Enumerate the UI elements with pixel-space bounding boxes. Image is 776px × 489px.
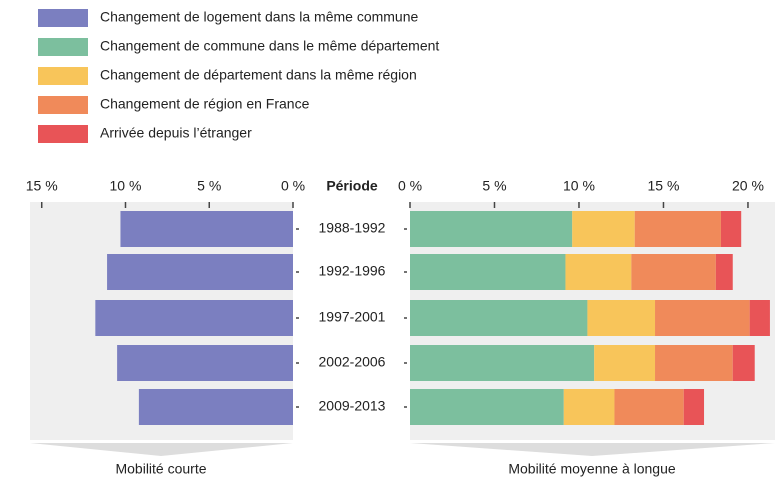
bar: [410, 300, 588, 336]
bar: [410, 211, 573, 247]
bar: [410, 254, 566, 290]
x-tick-label: 20 %: [732, 178, 764, 194]
bar: [565, 254, 632, 290]
y-tick-label: 2009-2013: [319, 398, 386, 414]
x-tick-label: 15 %: [648, 178, 680, 194]
bar: [410, 389, 564, 425]
bar: [683, 389, 705, 425]
bar: [120, 211, 294, 247]
period-header: Période: [326, 178, 378, 194]
legend-swatch: [38, 96, 88, 114]
bar: [572, 211, 635, 247]
legend-label: Changement de commune dans le même dépar…: [100, 38, 439, 54]
legend-label: Changement de département dans la même r…: [100, 67, 417, 83]
pointer-left: [30, 443, 293, 456]
x-tick-label: 15 %: [26, 178, 58, 194]
legend-swatch: [38, 125, 88, 143]
bar: [634, 211, 721, 247]
bar: [587, 300, 656, 336]
x-tick-label: 0 %: [398, 178, 422, 194]
y-tick-label: 2002-2006: [319, 354, 386, 370]
bar: [138, 389, 293, 425]
bar: [720, 211, 742, 247]
x-tick-label: 5 %: [197, 178, 221, 194]
bar: [594, 345, 656, 381]
bar: [631, 254, 716, 290]
bar: [614, 389, 684, 425]
y-tick-label: 1992-1996: [319, 263, 386, 279]
bar: [563, 389, 615, 425]
bar: [749, 300, 770, 336]
x-tick-label: 0 %: [281, 178, 305, 194]
legend-swatch: [38, 67, 88, 85]
bar: [107, 254, 293, 290]
y-tick-label: 1988-1992: [319, 220, 386, 236]
bar: [117, 345, 294, 381]
bar: [410, 345, 595, 381]
y-tick-label: 1997-2001: [319, 309, 386, 325]
bar: [732, 345, 755, 381]
bar: [655, 300, 750, 336]
legend-swatch: [38, 38, 88, 56]
legend-label: Changement de région en France: [100, 96, 310, 112]
bar: [655, 345, 733, 381]
bar: [715, 254, 733, 290]
pointer-right: [410, 443, 775, 456]
legend-swatch: [38, 9, 88, 27]
legend-label: Arrivée depuis l’étranger: [100, 125, 252, 141]
panel-label: Mobilité courte: [115, 461, 206, 477]
bar: [95, 300, 293, 336]
x-tick-label: 10 %: [563, 178, 595, 194]
x-tick-label: 10 %: [110, 178, 142, 194]
legend-label: Changement de logement dans la même comm…: [100, 9, 419, 25]
panel-label: Mobilité moyenne à longue: [508, 461, 676, 477]
x-tick-label: 5 %: [482, 178, 506, 194]
